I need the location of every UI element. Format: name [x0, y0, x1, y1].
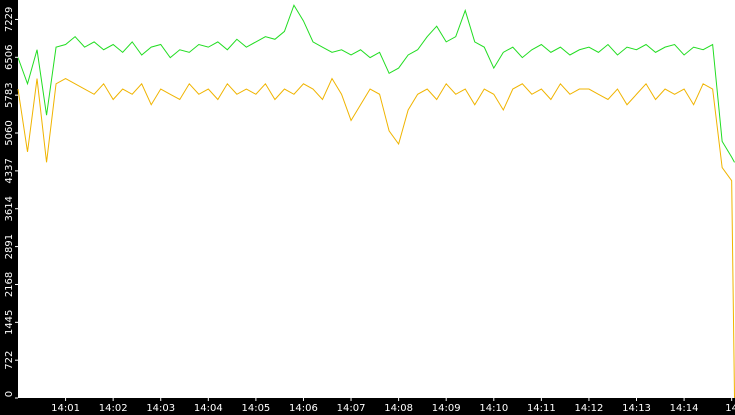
x-tick-label: 14:06 [289, 403, 318, 414]
x-tick-label: 14:14 [670, 403, 699, 414]
series-line [17, 4, 735, 163]
x-tick-label: 14:05 [241, 403, 270, 414]
x-tick-label: 14:12 [575, 403, 604, 414]
x-tick-label: 14 [725, 403, 735, 414]
y-tick-label: 0 [4, 391, 15, 397]
x-tick-label: 14:08 [384, 403, 413, 414]
x-tick-label: 14:02 [99, 403, 128, 414]
y-tick-label: 722 [4, 351, 15, 370]
x-tick-label: 14:03 [146, 403, 175, 414]
x-tick-label: 14:13 [622, 403, 651, 414]
y-tick-label: 2891 [4, 234, 15, 259]
x-tick-label: 14:07 [337, 403, 366, 414]
y-tick-label: 7229 [4, 7, 15, 32]
x-tick-label: 14:09 [432, 403, 461, 414]
x-tick-label: 14:04 [194, 403, 223, 414]
series-line [17, 77, 735, 399]
y-tick-label: 5060 [4, 120, 15, 145]
y-tick-label: 2168 [4, 272, 15, 297]
x-tick-label: 14:10 [479, 403, 508, 414]
y-tick-label: 4337 [4, 158, 15, 183]
x-tick-label: 14:01 [51, 403, 80, 414]
y-tick-label: 6506 [4, 45, 15, 70]
y-tick-label: 3614 [4, 196, 15, 221]
y-axis-bar [0, 0, 18, 415]
y-tick-label: 5783 [4, 82, 15, 107]
x-tick-label: 14:11 [527, 403, 556, 414]
y-tick-label: 1445 [4, 310, 15, 335]
x-axis-bar [0, 398, 735, 415]
